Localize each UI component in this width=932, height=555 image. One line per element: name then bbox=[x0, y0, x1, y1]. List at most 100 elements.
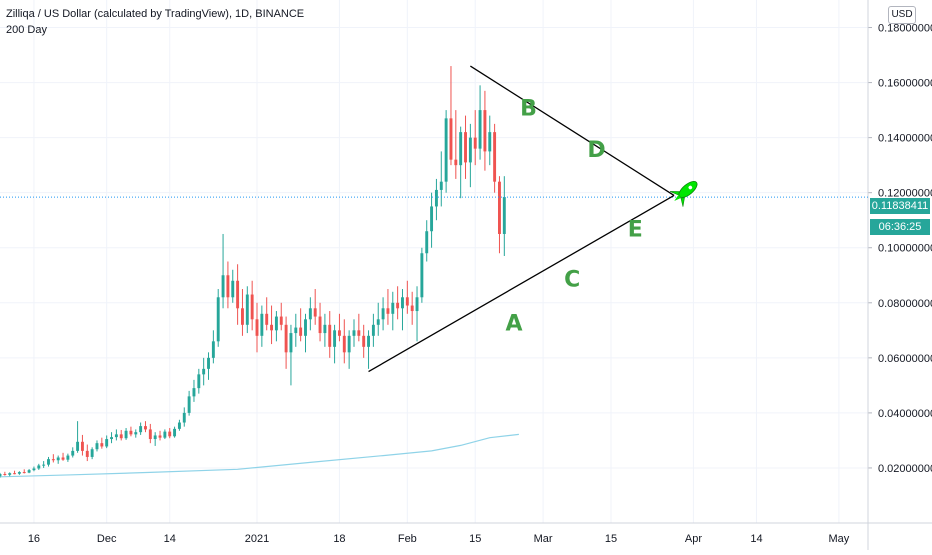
x-tick-label: 2021 bbox=[245, 533, 269, 545]
y-tick-label: 0.02000000 bbox=[878, 463, 932, 475]
x-tick-label: Mar bbox=[534, 533, 553, 545]
candle-body bbox=[197, 374, 201, 389]
candle-body bbox=[323, 324, 327, 334]
candle-body bbox=[473, 137, 477, 149]
candle-body bbox=[439, 181, 443, 190]
candle-body bbox=[90, 449, 94, 457]
candle-body bbox=[381, 308, 385, 320]
candle-body bbox=[139, 426, 143, 433]
wave-label-a: A bbox=[505, 311, 522, 336]
wave-label-c: C bbox=[564, 267, 580, 292]
triangle-trendline bbox=[470, 65, 675, 196]
candle-body bbox=[66, 455, 70, 460]
candle-body bbox=[265, 313, 269, 325]
x-tick-label: 15 bbox=[469, 533, 481, 545]
candle-body bbox=[13, 473, 17, 475]
candle-body bbox=[425, 231, 429, 254]
candle-body bbox=[333, 330, 337, 347]
y-tick-label: 0.16000000 bbox=[878, 78, 932, 90]
candle-body bbox=[231, 280, 235, 298]
candle-body bbox=[420, 253, 424, 298]
candle-body bbox=[216, 297, 220, 342]
y-tick-label: 0.08000000 bbox=[878, 298, 932, 310]
candle-body bbox=[119, 434, 123, 439]
rocket-icon bbox=[669, 180, 698, 207]
candle-body bbox=[478, 110, 482, 149]
candle-body bbox=[396, 302, 400, 309]
candle-body bbox=[173, 428, 177, 437]
wave-label-e: E bbox=[628, 218, 643, 243]
candle-body bbox=[241, 308, 244, 325]
x-tick-label: 18 bbox=[333, 533, 345, 545]
candle-body bbox=[221, 275, 225, 298]
candle-body bbox=[260, 313, 264, 336]
candle-body bbox=[357, 330, 361, 336]
candle-body bbox=[347, 335, 351, 353]
candle-body bbox=[95, 443, 99, 450]
candle-body bbox=[22, 472, 26, 474]
x-tick-label: 16 bbox=[28, 533, 40, 545]
candle-body bbox=[449, 118, 453, 160]
candle-body bbox=[0, 474, 2, 477]
y-tick-label: 0.04000000 bbox=[878, 408, 932, 420]
candle-body bbox=[274, 316, 278, 331]
candle-body bbox=[284, 324, 288, 353]
candle-body bbox=[85, 450, 89, 457]
candle-body bbox=[153, 435, 157, 440]
countdown-badge: 06:36:25 bbox=[870, 219, 930, 235]
y-tick-label: 0.12000000 bbox=[878, 188, 932, 200]
chart-title: Zilliqa / US Dollar (calculated by Tradi… bbox=[6, 8, 305, 20]
x-tick-label: May bbox=[829, 533, 850, 545]
candle-body bbox=[328, 324, 332, 347]
y-tick-label: 0.10000000 bbox=[878, 243, 932, 255]
candle-body bbox=[304, 319, 307, 336]
candle-body bbox=[502, 197, 506, 234]
x-tick-label: 15 bbox=[605, 533, 617, 545]
candle-body bbox=[236, 280, 240, 309]
candle-body bbox=[337, 330, 341, 336]
candle-body bbox=[289, 333, 293, 353]
candle-body bbox=[245, 294, 249, 325]
x-tick-label: Dec bbox=[97, 533, 117, 545]
candle-body bbox=[32, 468, 36, 471]
candle-body bbox=[342, 335, 346, 353]
candle-body bbox=[401, 297, 404, 309]
candle-body bbox=[8, 473, 12, 475]
x-tick-label: Feb bbox=[398, 533, 417, 545]
candle-body bbox=[124, 430, 128, 439]
candle-body bbox=[434, 189, 438, 207]
candle-body bbox=[318, 316, 322, 334]
candle-body bbox=[464, 132, 467, 163]
wave-label-d: D bbox=[587, 138, 605, 163]
candle-body bbox=[61, 457, 65, 460]
candle-body bbox=[250, 294, 254, 320]
candle-body bbox=[444, 118, 448, 182]
candle-body bbox=[279, 316, 283, 325]
candle-body bbox=[367, 335, 370, 347]
currency-button[interactable]: USD bbox=[888, 6, 916, 24]
candle-body bbox=[3, 474, 7, 476]
candle-body bbox=[168, 431, 172, 437]
candle-body bbox=[308, 308, 312, 320]
candle-body bbox=[51, 459, 55, 461]
candle-body bbox=[313, 308, 317, 317]
candle-body bbox=[105, 439, 109, 447]
candle-body bbox=[468, 137, 472, 163]
candle-body bbox=[37, 465, 41, 469]
y-tick-label: 0.14000000 bbox=[878, 133, 932, 145]
candle-body bbox=[483, 110, 487, 152]
candle-body bbox=[270, 324, 274, 331]
candle-body bbox=[371, 324, 375, 336]
candle-body bbox=[376, 319, 380, 325]
candle-body bbox=[294, 327, 298, 334]
candle-body bbox=[80, 441, 84, 451]
y-tick-label: 0.18000000 bbox=[878, 23, 932, 35]
candle-body bbox=[202, 368, 206, 375]
candle-body bbox=[255, 319, 259, 336]
current-price-badge: 0.11838411 bbox=[870, 198, 930, 214]
candle-body bbox=[134, 432, 138, 435]
candle-body bbox=[148, 429, 152, 440]
candle-body bbox=[177, 422, 181, 429]
